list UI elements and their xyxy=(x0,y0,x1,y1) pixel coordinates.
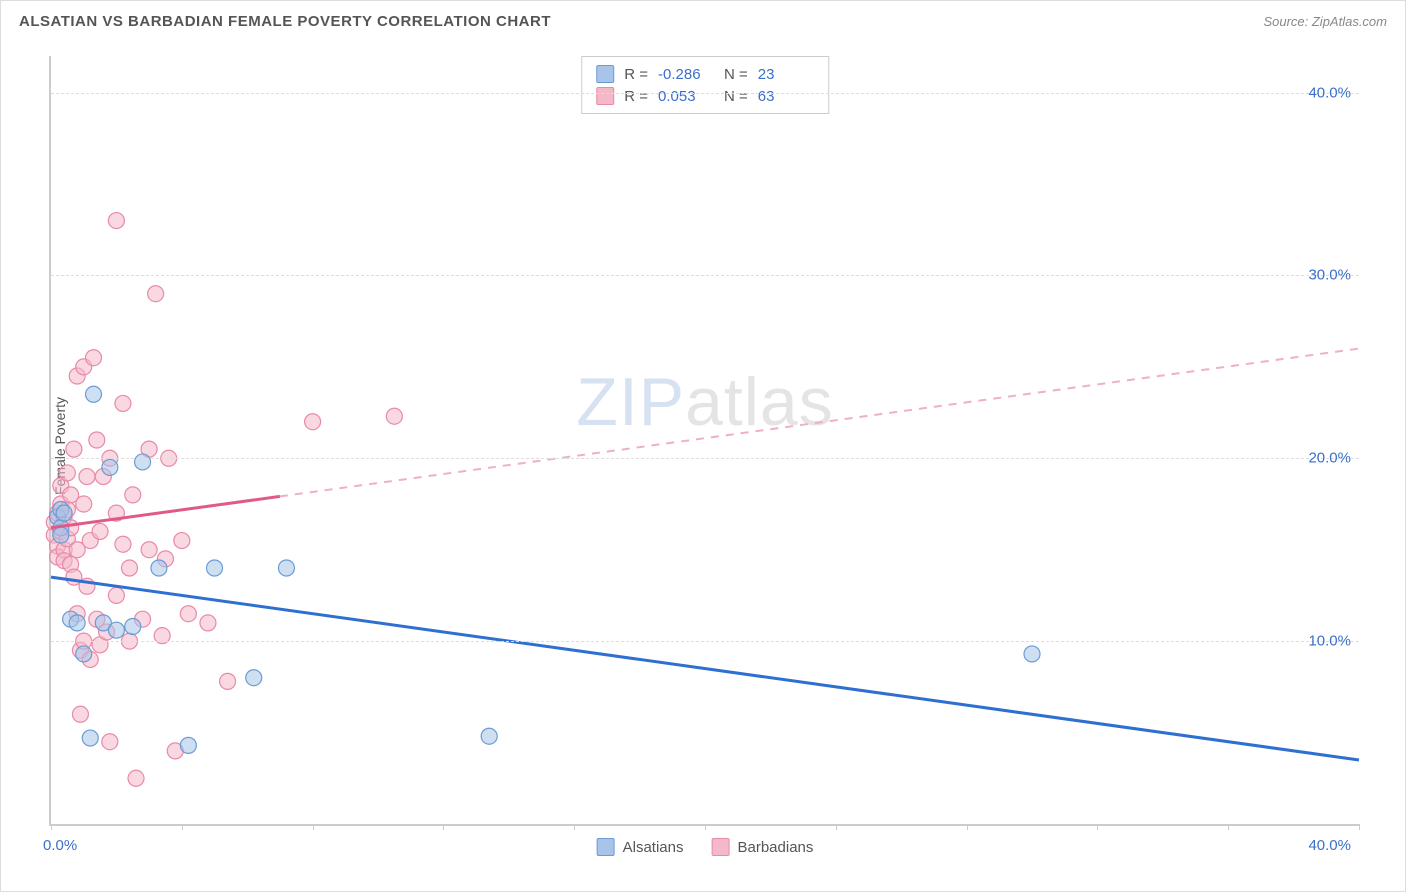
data-point xyxy=(200,615,216,631)
data-point xyxy=(125,487,141,503)
source-label: Source: xyxy=(1263,14,1311,29)
data-point xyxy=(135,454,151,470)
data-point xyxy=(108,587,124,603)
trend-line xyxy=(51,577,1359,760)
plot-svg xyxy=(51,56,1359,824)
x-tick xyxy=(1097,824,1098,830)
title-bar: ALSATIAN VS BARBADIAN FEMALE POVERTY COR… xyxy=(19,13,1387,30)
legend-label-barbadians: Barbadians xyxy=(737,839,813,856)
data-point xyxy=(102,734,118,750)
data-point xyxy=(82,730,98,746)
data-point xyxy=(128,770,144,786)
data-point xyxy=(108,622,124,638)
data-point xyxy=(125,619,141,635)
legend-item-alsatians: Alsatians xyxy=(597,838,684,856)
data-point xyxy=(305,414,321,430)
data-point xyxy=(79,469,95,485)
data-point xyxy=(102,459,118,475)
x-tick xyxy=(705,824,706,830)
y-tick-label: 40.0% xyxy=(1308,84,1351,101)
x-tick-label-min: 0.0% xyxy=(43,837,77,854)
data-point xyxy=(121,560,137,576)
data-point xyxy=(174,533,190,549)
data-point xyxy=(53,527,69,543)
gridline xyxy=(51,93,1359,94)
data-point xyxy=(76,646,92,662)
data-point xyxy=(180,737,196,753)
x-tick xyxy=(574,824,575,830)
data-point xyxy=(66,441,82,457)
x-tick xyxy=(313,824,314,830)
legend-swatch-alsatians xyxy=(597,838,615,856)
data-point xyxy=(56,505,72,521)
x-tick xyxy=(182,824,183,830)
data-point xyxy=(386,408,402,424)
x-tick xyxy=(836,824,837,830)
x-tick xyxy=(1359,824,1360,830)
x-tick xyxy=(443,824,444,830)
data-point xyxy=(207,560,223,576)
y-tick-label: 30.0% xyxy=(1308,267,1351,284)
series-legend: Alsatians Barbadians xyxy=(597,838,814,856)
gridline xyxy=(51,275,1359,276)
data-point xyxy=(69,615,85,631)
x-tick xyxy=(1228,824,1229,830)
x-tick xyxy=(967,824,968,830)
trend-line-dashed xyxy=(280,349,1359,497)
data-point xyxy=(59,465,75,481)
data-point xyxy=(86,350,102,366)
data-point xyxy=(246,670,262,686)
data-point xyxy=(148,286,164,302)
legend-swatch-barbadians xyxy=(711,838,729,856)
legend-item-barbadians: Barbadians xyxy=(711,838,813,856)
legend-label-alsatians: Alsatians xyxy=(623,839,684,856)
data-point xyxy=(92,523,108,539)
data-point xyxy=(220,673,236,689)
x-tick-label-max: 40.0% xyxy=(1308,837,1351,854)
data-point xyxy=(151,560,167,576)
source-name: ZipAtlas.com xyxy=(1312,14,1387,29)
y-tick-label: 10.0% xyxy=(1308,633,1351,650)
chart-title: ALSATIAN VS BARBADIAN FEMALE POVERTY COR… xyxy=(19,13,551,30)
data-point xyxy=(115,536,131,552)
plot-area: ZIPatlas R = -0.286 N = 23 R = 0.053 N =… xyxy=(49,56,1359,826)
chart-container: ALSATIAN VS BARBADIAN FEMALE POVERTY COR… xyxy=(0,0,1406,892)
data-point xyxy=(1024,646,1040,662)
x-tick xyxy=(51,824,52,830)
data-point xyxy=(115,395,131,411)
data-point xyxy=(89,432,105,448)
gridline xyxy=(51,641,1359,642)
y-tick-label: 20.0% xyxy=(1308,450,1351,467)
data-point xyxy=(76,496,92,512)
data-point xyxy=(141,542,157,558)
data-point xyxy=(481,728,497,744)
data-point xyxy=(86,386,102,402)
source-text: Source: ZipAtlas.com xyxy=(1263,14,1387,29)
data-point xyxy=(180,606,196,622)
gridline xyxy=(51,458,1359,459)
data-point xyxy=(278,560,294,576)
data-point xyxy=(108,213,124,229)
data-point xyxy=(72,706,88,722)
